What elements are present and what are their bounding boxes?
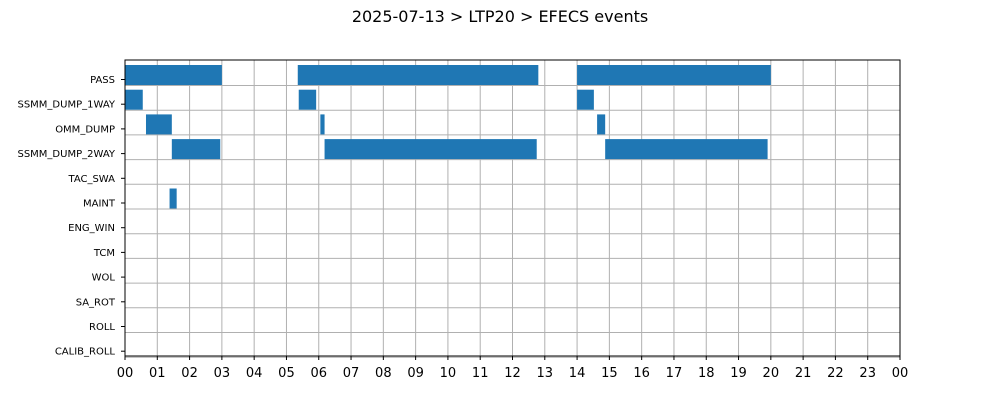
event-bar — [577, 65, 771, 85]
x-tick-label: 09 — [407, 366, 424, 381]
grid-lines — [124, 60, 901, 358]
x-tick-label: 06 — [310, 366, 327, 381]
y-tick-label: CALIB_ROLL — [55, 347, 116, 358]
x-tick-label: 20 — [763, 366, 780, 381]
x-tick-label: 02 — [181, 366, 198, 381]
y-tick-label: OMM_DUMP — [55, 124, 115, 135]
x-tick-label: 01 — [149, 366, 166, 381]
event-bar — [145, 114, 172, 135]
x-tick-label: 04 — [246, 366, 263, 381]
y-tick-label: TAC_SWA — [67, 174, 115, 185]
event-bar — [125, 65, 222, 85]
event-bar — [297, 65, 539, 85]
x-tick-label: 12 — [504, 366, 521, 381]
x-tick-label: 23 — [859, 366, 876, 381]
x-tick-label: 16 — [633, 366, 650, 381]
y-tick-label: WOL — [92, 273, 116, 284]
y-tick-label: SSMM_DUMP_2WAY — [17, 149, 115, 160]
y-axis-ticks: PASS SSMM_DUMP_1WAY OMM_DUMP SSMM_DUMP_2WAY… — [17, 75, 125, 358]
event-bars — [125, 65, 771, 209]
event-bar — [597, 114, 606, 135]
x-tick-label: 18 — [698, 366, 715, 381]
x-tick-label: 17 — [666, 366, 683, 381]
y-tick-label: SSMM_DUMP_1WAY — [17, 100, 115, 111]
event-bar — [171, 139, 221, 160]
event-bar — [324, 139, 537, 160]
event-bar — [125, 89, 143, 110]
x-tick-label: 19 — [730, 366, 747, 381]
x-tick-label: 08 — [375, 366, 392, 381]
y-tick-label: PASS — [90, 75, 115, 86]
y-tick-label: SA_ROT — [76, 297, 116, 308]
x-tick-label: 13 — [537, 366, 554, 381]
plot-frame — [124, 59, 901, 357]
chart-title: 2025-07-13 > LTP20 > EFECS events — [352, 7, 648, 26]
x-tick-label: 21 — [795, 366, 812, 381]
x-tick-label: 07 — [343, 366, 360, 381]
event-bar — [605, 139, 768, 160]
x-tick-label: 10 — [440, 366, 457, 381]
y-tick-label: ROLL — [89, 322, 115, 333]
event-bar — [169, 188, 177, 209]
x-tick-label: 00 — [892, 366, 909, 381]
x-tick-label: 00 — [117, 366, 134, 381]
event-bar — [320, 114, 325, 135]
x-tick-label: 05 — [278, 366, 295, 381]
x-tick-label: 11 — [472, 366, 489, 381]
y-tick-label: MAINT — [83, 199, 116, 210]
event-bar — [577, 89, 594, 110]
x-axis-ticks: 00 01 02 03 04 05 06 07 08 09 10 11 12 13 14 15 16 17 18 19… — [117, 356, 909, 381]
y-tick-label: TCM — [93, 248, 115, 259]
x-tick-label: 15 — [601, 366, 618, 381]
event-bar — [298, 89, 317, 110]
x-tick-label: 22 — [827, 366, 844, 381]
x-tick-label: 14 — [569, 366, 586, 381]
x-tick-label: 03 — [214, 366, 231, 381]
y-tick-label: ENG_WIN — [68, 223, 115, 234]
